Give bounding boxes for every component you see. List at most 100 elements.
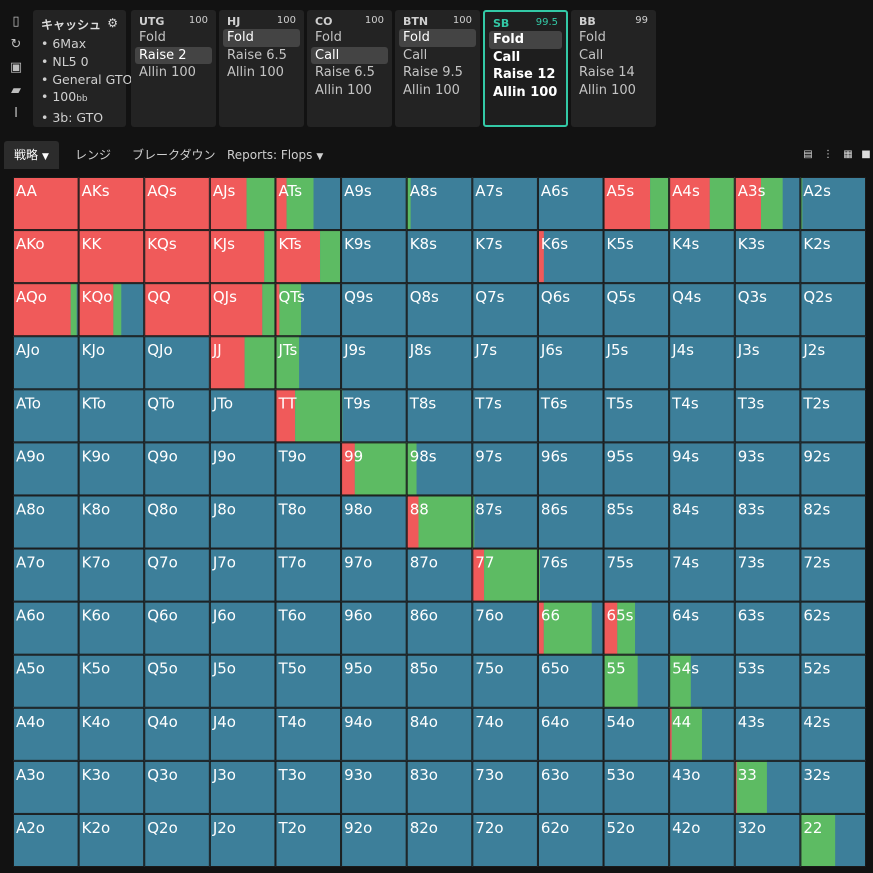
hand-cell-22[interactable]: 22 (800, 813, 867, 868)
text-cursor-icon[interactable]: I (14, 105, 18, 121)
action-allin-100[interactable]: Allin 100 (493, 84, 558, 100)
hand-cell-86o[interactable]: 86o (406, 601, 473, 655)
action-allin-100[interactable]: Allin 100 (403, 82, 460, 98)
hand-cell-K7s[interactable]: K7s (472, 230, 538, 284)
hand-cell-Q9o[interactable]: Q9o (144, 442, 210, 496)
hand-cell-32s[interactable]: 32s (800, 760, 867, 814)
hand-cell-J5o[interactable]: J5o (209, 654, 276, 708)
hand-cell-K9o[interactable]: K9o (78, 442, 145, 496)
tab-reports-flops[interactable]: Reports: Flops ▼ (227, 148, 324, 162)
hand-cell-T4o[interactable]: T4o (275, 707, 342, 761)
hand-cell-Q9s[interactable]: Q9s (341, 283, 407, 337)
hand-cell-K2s[interactable]: K2s (800, 230, 867, 284)
hand-cell-62s[interactable]: 62s (800, 601, 867, 655)
action-allin-100[interactable]: Allin 100 (315, 82, 372, 98)
hand-cell-Q2o[interactable]: Q2o (144, 813, 210, 868)
hand-cell-Q7s[interactable]: Q7s (472, 283, 538, 337)
action-allin-100[interactable]: Allin 100 (579, 82, 636, 98)
hand-cell-AA[interactable]: AA (13, 177, 79, 231)
hand-cell-83s[interactable]: 83s (734, 495, 801, 549)
hand-cell-J3s[interactable]: J3s (734, 336, 801, 390)
hand-cell-K8s[interactable]: K8s (406, 230, 473, 284)
hand-cell-63s[interactable]: 63s (734, 601, 801, 655)
position-panel-btn[interactable]: BTN 100 Fold Call Raise 9.5 Allin 100 (395, 10, 480, 127)
hand-cell-A8s[interactable]: A8s (406, 177, 473, 231)
hand-cell-K2o[interactable]: K2o (78, 813, 145, 868)
hand-cell-93o[interactable]: 93o (341, 760, 407, 814)
hand-cell-K5s[interactable]: K5s (603, 230, 670, 284)
action-raise-12[interactable]: Raise 12 (493, 67, 556, 83)
hand-cell-KQo[interactable]: KQo (78, 283, 145, 337)
hand-cell-Q5o[interactable]: Q5o (144, 654, 210, 708)
hand-cell-T3s[interactable]: T3s (734, 389, 801, 443)
hand-cell-52s[interactable]: 52s (800, 654, 867, 708)
hand-cell-73o[interactable]: 73o (472, 760, 538, 814)
hand-cell-A5s[interactable]: A5s (603, 177, 670, 231)
hand-cell-43o[interactable]: 43o (669, 760, 735, 814)
car-icon[interactable]: ▰ (11, 82, 21, 98)
action-fold[interactable]: Fold (315, 30, 342, 45)
action-allin-100[interactable]: Allin 100 (139, 65, 196, 81)
position-panel-bb[interactable]: BB 99 Fold Call Raise 14 Allin 100 (571, 10, 656, 127)
action-allin-100[interactable]: Allin 100 (227, 65, 284, 81)
action-raise-6-5[interactable]: Raise 6.5 (227, 47, 287, 63)
tab-range[interactable]: レンジ (75, 148, 112, 162)
hand-cell-T7o[interactable]: T7o (275, 548, 342, 602)
hand-cell-86s[interactable]: 86s (537, 495, 604, 549)
hand-cell-K6s[interactable]: K6s (537, 230, 604, 284)
hand-cell-93s[interactable]: 93s (734, 442, 801, 496)
hand-cell-AKs[interactable]: AKs (78, 177, 145, 231)
hand-cell-KJo[interactable]: KJo (78, 336, 145, 390)
hand-cell-Q6o[interactable]: Q6o (144, 601, 210, 655)
refresh-icon[interactable]: ↻ (10, 36, 22, 52)
action-call[interactable]: Call (493, 49, 521, 65)
hand-cell-A6o[interactable]: A6o (13, 601, 79, 655)
hand-cell-99[interactable]: 99 (341, 442, 407, 496)
hand-cell-Q2s[interactable]: Q2s (800, 283, 867, 337)
hand-cell-Q6s[interactable]: Q6s (537, 283, 604, 337)
hand-cell-A7s[interactable]: A7s (472, 177, 538, 231)
hand-cell-T7s[interactable]: T7s (472, 389, 538, 443)
hand-cell-83o[interactable]: 83o (406, 760, 473, 814)
position-panel-sb[interactable]: SB 99.5 Fold Call Raise 12 Allin 100 (483, 10, 568, 127)
hand-cell-T6s[interactable]: T6s (537, 389, 604, 443)
hand-cell-A9o[interactable]: A9o (13, 442, 79, 496)
hand-cell-Q4o[interactable]: Q4o (144, 707, 210, 761)
hand-cell-94s[interactable]: 94s (669, 442, 735, 496)
hand-cell-T6o[interactable]: T6o (275, 601, 342, 655)
hand-cell-64s[interactable]: 64s (669, 601, 735, 655)
hand-cell-98o[interactable]: 98o (341, 495, 407, 549)
tab-strategy[interactable]: 戦略 ▼ (4, 141, 59, 169)
action-fold[interactable]: Fold (579, 30, 606, 45)
hand-cell-53s[interactable]: 53s (734, 654, 801, 708)
hand-cell-63o[interactable]: 63o (537, 760, 604, 814)
hand-cell-QTs[interactable]: QTs (275, 283, 342, 337)
settings-gear-icon[interactable]: ⚙ (107, 16, 118, 30)
hand-cell-T8s[interactable]: T8s (406, 389, 473, 443)
hand-cell-62o[interactable]: 62o (537, 813, 604, 868)
hand-cell-A3o[interactable]: A3o (13, 760, 79, 814)
hand-cell-T4s[interactable]: T4s (669, 389, 735, 443)
hand-cell-Q8s[interactable]: Q8s (406, 283, 473, 337)
hand-cell-JTs[interactable]: JTs (275, 336, 342, 390)
hand-cell-TT[interactable]: TT (275, 389, 342, 443)
hand-cell-KJs[interactable]: KJs (209, 230, 276, 284)
hand-cell-65s[interactable]: 65s (603, 601, 670, 655)
hand-cell-A5o[interactable]: A5o (13, 654, 79, 708)
hand-cell-95s[interactable]: 95s (603, 442, 670, 496)
hand-cell-88[interactable]: 88 (406, 495, 473, 549)
hand-cell-T5o[interactable]: T5o (275, 654, 342, 708)
hand-cell-75o[interactable]: 75o (472, 654, 538, 708)
hand-cell-77[interactable]: 77 (472, 548, 538, 602)
hand-cell-Q4s[interactable]: Q4s (669, 283, 735, 337)
hand-cell-84o[interactable]: 84o (406, 707, 473, 761)
hand-cell-33[interactable]: 33 (734, 760, 801, 814)
hand-cell-J4s[interactable]: J4s (669, 336, 735, 390)
hand-cell-J9s[interactable]: J9s (341, 336, 407, 390)
hand-cell-Q7o[interactable]: Q7o (144, 548, 210, 602)
hand-cell-95o[interactable]: 95o (341, 654, 407, 708)
hand-cell-J7s[interactable]: J7s (472, 336, 538, 390)
hand-cell-82o[interactable]: 82o (406, 813, 473, 868)
hand-cell-QJo[interactable]: QJo (144, 336, 210, 390)
hand-cell-76o[interactable]: 76o (472, 601, 538, 655)
